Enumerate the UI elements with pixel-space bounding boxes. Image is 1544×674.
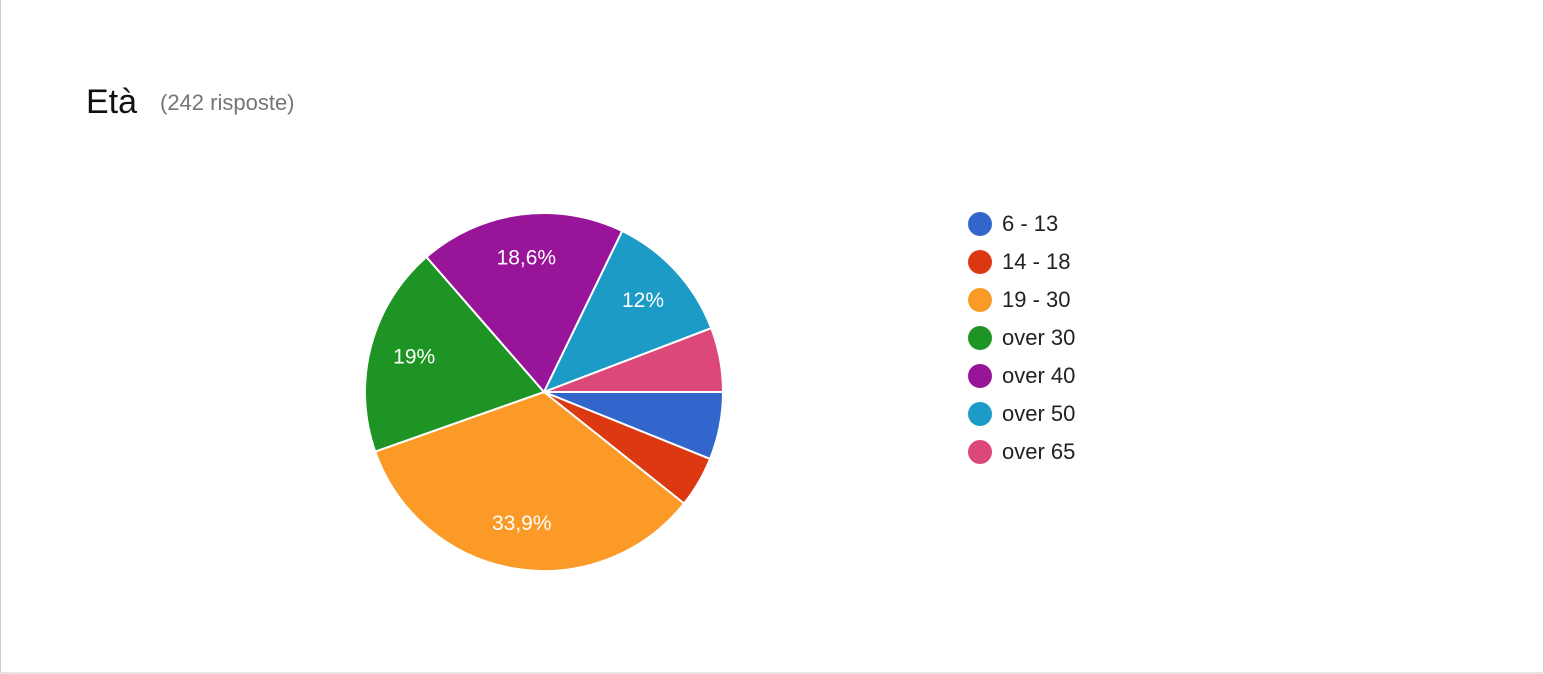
legend-swatch (968, 212, 992, 236)
legend-swatch (968, 288, 992, 312)
slice-label: 33,9% (492, 512, 552, 535)
legend-swatch (968, 364, 992, 388)
pie-slice (541, 229, 713, 394)
legend-label: 14 - 18 (1002, 249, 1071, 274)
slice-label: 18,6% (497, 246, 557, 269)
legend-swatch (968, 440, 992, 464)
legend-label: over 40 (1002, 363, 1075, 388)
slice-label: 19% (393, 345, 435, 368)
legend-label: over 50 (1002, 401, 1075, 426)
pie-slice (364, 255, 546, 453)
legend-swatch (968, 402, 992, 426)
pie-slice (543, 326, 725, 393)
legend-label: over 30 (1002, 325, 1075, 350)
pie-slice (373, 390, 686, 572)
legend-label: 19 - 30 (1002, 287, 1071, 312)
slice-label: 12% (622, 289, 664, 312)
chart-title: Età (86, 83, 137, 121)
pie-slice (425, 212, 624, 394)
legend-label: 6 - 13 (1002, 211, 1058, 236)
legend-swatch (968, 326, 992, 350)
legend-swatch (968, 250, 992, 274)
chart-subtitle: (242 risposte) (160, 90, 295, 115)
legend-label: over 65 (1002, 439, 1075, 464)
